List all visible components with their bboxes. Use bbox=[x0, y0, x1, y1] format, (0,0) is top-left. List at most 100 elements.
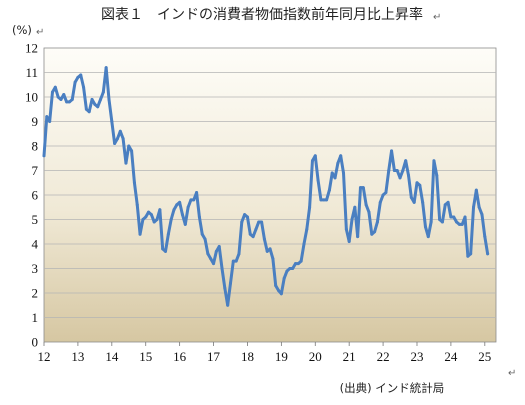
data-point bbox=[367, 210, 371, 214]
data-point bbox=[449, 215, 453, 219]
data-point bbox=[327, 188, 331, 192]
data-point bbox=[70, 97, 74, 101]
data-point bbox=[313, 154, 317, 158]
data-point bbox=[183, 222, 187, 226]
data-point bbox=[350, 218, 354, 221]
data-point bbox=[353, 205, 357, 209]
data-point bbox=[96, 105, 100, 109]
data-point bbox=[220, 267, 224, 270]
data-point bbox=[73, 80, 77, 84]
data-point bbox=[443, 203, 447, 207]
data-points bbox=[42, 66, 490, 307]
source-note: (出典) インド統計局 bbox=[340, 381, 445, 395]
data-point bbox=[135, 203, 139, 207]
data-point bbox=[310, 159, 314, 163]
x-tick-label: 16 bbox=[173, 349, 187, 364]
data-point bbox=[423, 225, 427, 229]
data-point bbox=[251, 235, 255, 239]
data-point bbox=[144, 215, 148, 219]
data-point bbox=[87, 110, 91, 114]
data-point bbox=[387, 169, 391, 172]
data-point bbox=[308, 205, 312, 209]
data-point bbox=[268, 247, 272, 251]
data-point bbox=[130, 149, 134, 153]
data-point bbox=[42, 154, 46, 158]
data-point bbox=[212, 262, 216, 266]
data-point bbox=[291, 267, 295, 270]
data-point bbox=[370, 232, 374, 236]
return-mark-icon: ↵ bbox=[433, 12, 441, 23]
y-tick-label: 10 bbox=[25, 90, 38, 105]
data-point bbox=[344, 227, 348, 231]
data-point bbox=[432, 159, 436, 163]
data-point bbox=[319, 198, 323, 202]
data-point bbox=[336, 161, 340, 165]
y-tick-label: 2 bbox=[32, 286, 39, 301]
data-point bbox=[373, 230, 377, 234]
data-point bbox=[460, 222, 464, 226]
y-tick-label: 0 bbox=[32, 335, 39, 350]
data-point bbox=[147, 210, 151, 214]
data-point bbox=[107, 97, 111, 101]
x-tick-label: 14 bbox=[105, 349, 119, 364]
data-point bbox=[53, 85, 57, 89]
data-point bbox=[149, 213, 153, 217]
data-point bbox=[426, 235, 430, 239]
data-point bbox=[409, 195, 413, 199]
data-point bbox=[358, 186, 362, 190]
data-point bbox=[169, 218, 173, 221]
y-tick-label: 1 bbox=[32, 310, 39, 325]
data-point bbox=[121, 137, 125, 141]
data-point bbox=[228, 281, 232, 285]
data-point bbox=[93, 102, 97, 106]
data-point bbox=[124, 161, 128, 165]
data-point bbox=[175, 203, 179, 207]
data-point bbox=[361, 186, 365, 190]
data-point bbox=[486, 252, 490, 256]
data-point bbox=[469, 252, 473, 256]
y-tick-label: 3 bbox=[32, 261, 39, 276]
data-point bbox=[237, 252, 241, 256]
data-point bbox=[127, 144, 131, 148]
data-point bbox=[262, 237, 266, 241]
data-point bbox=[398, 176, 402, 180]
data-point bbox=[333, 176, 337, 180]
data-point bbox=[113, 142, 117, 146]
data-point bbox=[203, 237, 207, 241]
data-point bbox=[364, 203, 368, 207]
data-point bbox=[192, 198, 196, 202]
y-tick-label: 8 bbox=[32, 139, 39, 154]
data-point bbox=[79, 73, 83, 77]
data-point bbox=[217, 244, 221, 248]
data-point bbox=[446, 200, 450, 204]
data-point bbox=[429, 220, 433, 224]
y-tick-label: 7 bbox=[32, 163, 39, 178]
data-point bbox=[483, 235, 487, 239]
chart-title: 図表１ インドの消費者物価指数前年同月比上昇率 bbox=[101, 6, 423, 23]
data-point bbox=[223, 286, 227, 290]
data-point bbox=[457, 222, 461, 226]
data-point bbox=[375, 220, 379, 224]
return-mark-icon: ↵ bbox=[36, 27, 44, 38]
data-point bbox=[200, 232, 204, 236]
data-point bbox=[302, 242, 306, 246]
data-point bbox=[172, 208, 176, 212]
data-point bbox=[347, 240, 351, 244]
y-tick-label: 12 bbox=[25, 41, 38, 56]
data-point bbox=[421, 200, 425, 204]
data-point bbox=[274, 284, 278, 288]
data-point bbox=[65, 100, 69, 104]
data-point bbox=[155, 218, 159, 221]
data-point bbox=[118, 129, 122, 133]
data-point bbox=[214, 249, 218, 253]
x-tick-label: 19 bbox=[275, 349, 288, 364]
data-point bbox=[226, 303, 230, 307]
data-point bbox=[99, 97, 103, 101]
x-tick-label: 20 bbox=[309, 349, 322, 364]
data-point bbox=[245, 215, 249, 219]
data-point bbox=[138, 232, 142, 236]
data-point bbox=[404, 159, 408, 163]
